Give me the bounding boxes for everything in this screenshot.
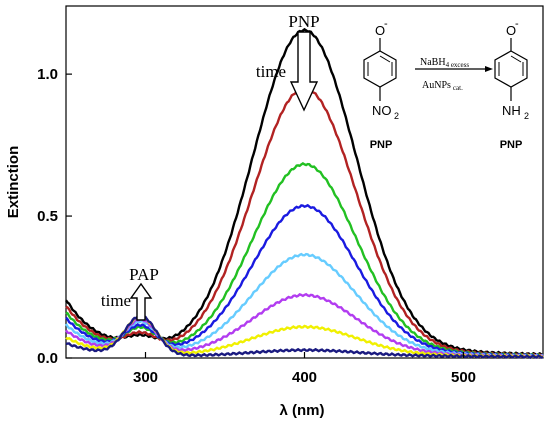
annotation-time-bottom: time — [101, 291, 131, 310]
reactant-group-sub: 2 — [394, 111, 399, 121]
y-tick-label: 1.0 — [37, 66, 58, 83]
y-tick-label: 0.0 — [37, 350, 58, 367]
x-tick-label: 300 — [133, 369, 158, 386]
reaction-scheme: O - NO 2 PNP NaBH4 excess AuNPs cat. O - … — [363, 18, 529, 151]
y-axis-title: Extinction — [5, 146, 22, 219]
product-oxide-charge: - — [515, 18, 519, 30]
annotation-time-top: time — [256, 62, 286, 81]
product-molecule: O - NH 2 PNP — [494, 18, 529, 151]
series-line — [65, 27, 544, 357]
annotation-pap: PAP — [129, 265, 159, 284]
reactant-oxide-charge: - — [384, 18, 388, 30]
x-tick-label: 500 — [451, 369, 476, 386]
up-arrow-icon — [129, 282, 153, 321]
reactant-label: PNP — [370, 139, 393, 151]
y-tick-label: 0.5 — [37, 208, 58, 225]
x-axis-title: λ (nm) — [280, 402, 325, 419]
reagent-top: NaBH4 excess — [420, 57, 469, 69]
reagent-bottom: AuNPs cat. — [422, 80, 463, 92]
tick-layer: 300 400 500 0.0 0.5 1.0 — [37, 66, 476, 386]
down-arrow-icon — [289, 31, 319, 112]
reactant-oxide: O — [375, 23, 385, 38]
product-group-sub: 2 — [524, 111, 529, 121]
product-oxide: O — [506, 23, 516, 38]
annotation-pnp: PNP — [288, 12, 319, 31]
reactant-group: NO — [372, 103, 392, 118]
product-group: NH — [502, 103, 521, 118]
x-tick-label: 400 — [292, 369, 317, 386]
reactant-molecule: O - NO 2 PNP — [363, 18, 399, 151]
product-label: PNP — [500, 139, 523, 151]
